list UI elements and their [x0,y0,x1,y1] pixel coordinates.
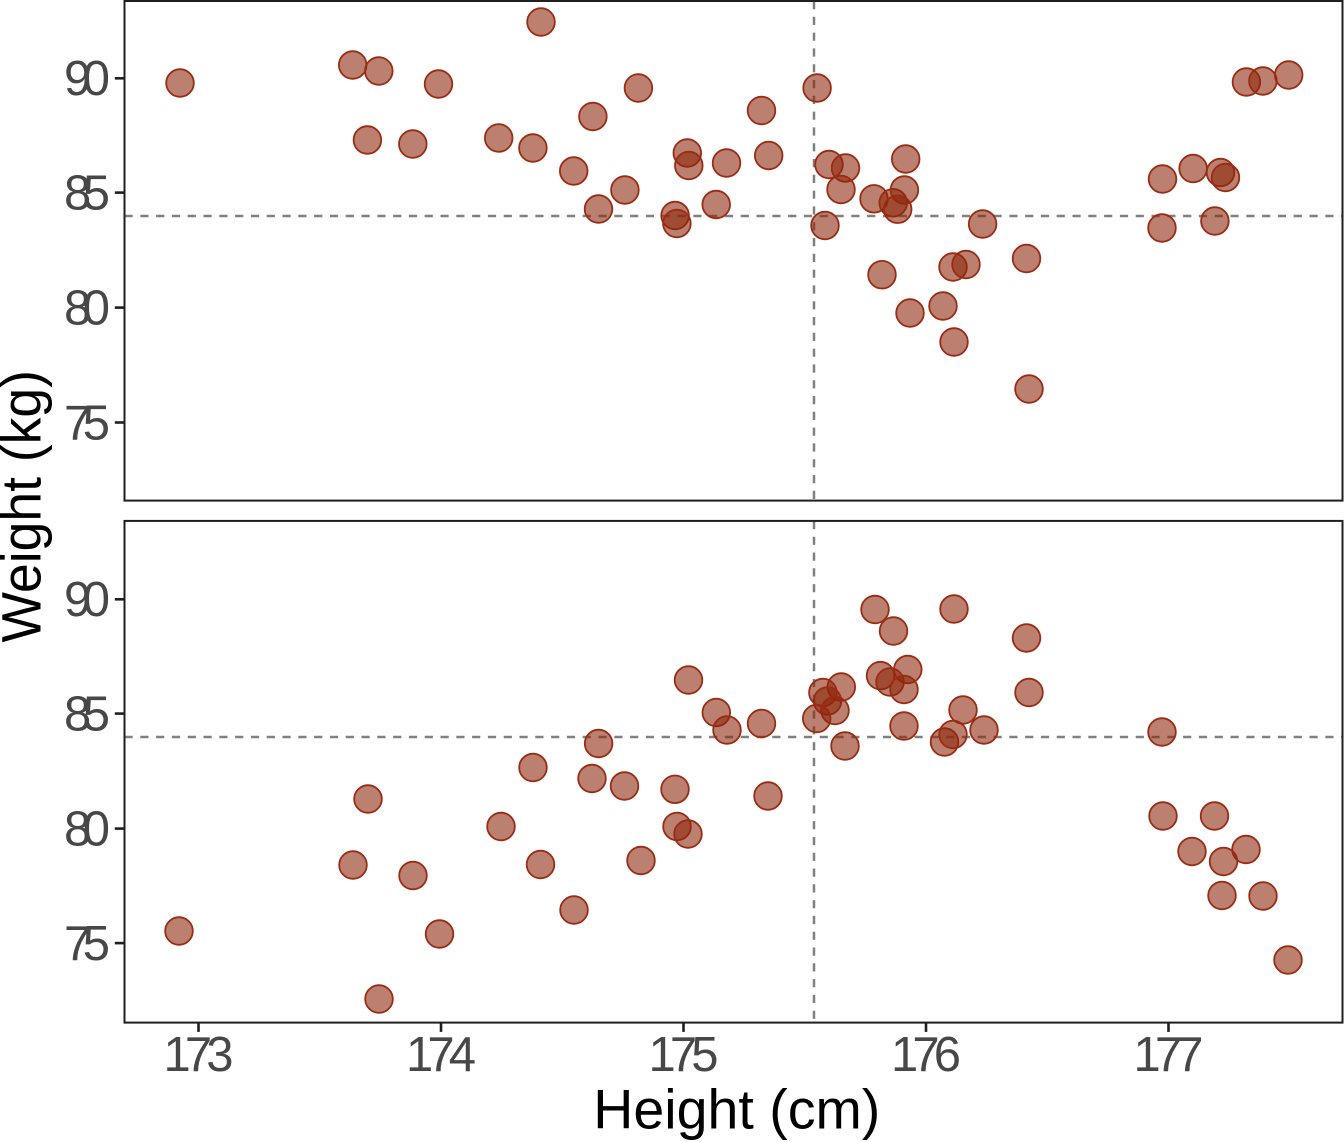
svg-text:75: 75 [64,396,110,450]
svg-text:90: 90 [64,573,110,627]
svg-text:85: 85 [64,688,110,742]
svg-text:174: 174 [406,1028,476,1082]
svg-text:Weight (kg): Weight (kg) [0,370,53,643]
svg-text:Height (cm): Height (cm) [593,1077,880,1140]
svg-text:177: 177 [1134,1028,1204,1082]
svg-text:85: 85 [64,167,110,221]
svg-text:175: 175 [649,1028,719,1082]
svg-text:80: 80 [64,803,110,857]
svg-text:176: 176 [891,1028,961,1082]
svg-text:173: 173 [164,1028,234,1082]
svg-text:90: 90 [64,52,110,106]
svg-text:75: 75 [64,917,110,971]
svg-text:80: 80 [64,282,110,336]
